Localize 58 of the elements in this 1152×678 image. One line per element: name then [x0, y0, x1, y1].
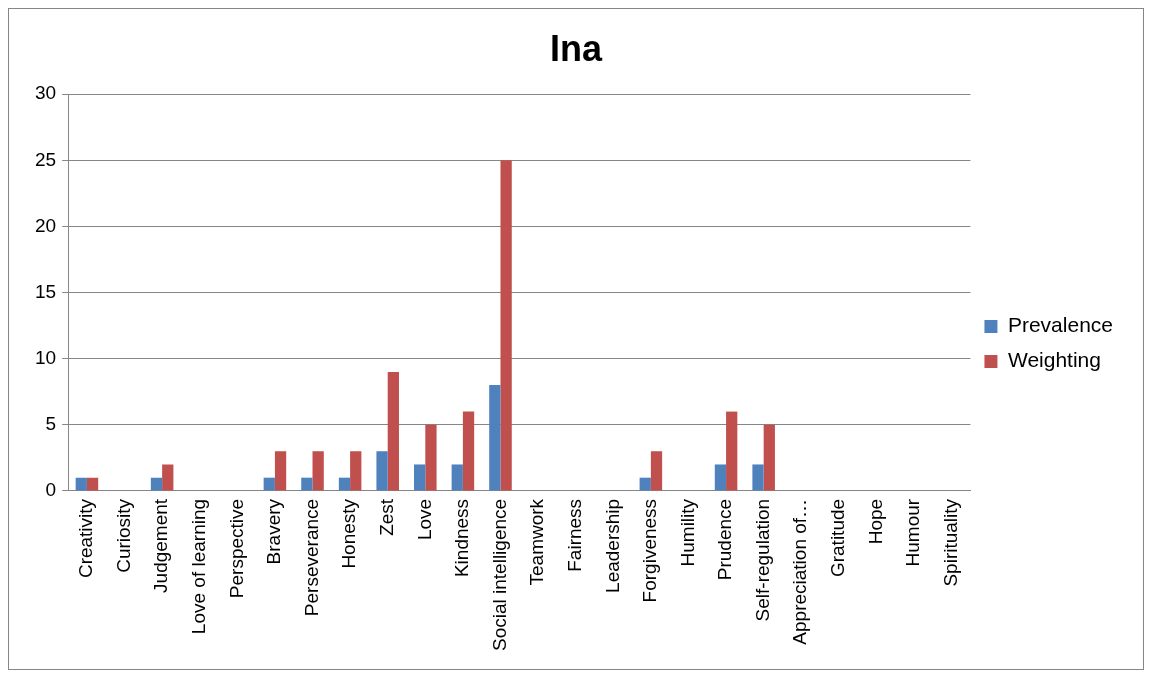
x-tick-label: Appreciation of…: [789, 498, 811, 645]
x-tick-label: Perseverance: [300, 498, 322, 617]
x-tick-label: Humility: [676, 498, 698, 567]
bar: [162, 464, 174, 491]
chart-title: Ina: [549, 27, 603, 69]
x-tick-label: Love of learning: [187, 498, 209, 635]
bar: [462, 411, 475, 491]
x-tick-label: Teamwork: [526, 498, 548, 586]
y-tick-label: 15: [34, 280, 57, 302]
x-tick-label: Humour: [902, 498, 924, 567]
x-tick-label: Creativity: [75, 498, 97, 579]
x-tick-label: Honesty: [338, 498, 360, 569]
bar: [150, 477, 163, 491]
bar: [376, 451, 388, 491]
x-tick-label: Forgiveness: [639, 498, 661, 603]
bar: [500, 160, 512, 491]
bar: [425, 424, 437, 491]
bar: [752, 464, 764, 491]
x-tick-label: Love: [413, 498, 435, 541]
bar: [414, 464, 426, 491]
bar: [726, 411, 738, 491]
bar: [763, 424, 775, 491]
y-tick-label: 5: [45, 413, 57, 435]
y-tick-label: 30: [34, 82, 57, 104]
x-tick-label: Self-regulation: [751, 498, 773, 622]
x-tick-label: Bravery: [263, 498, 285, 565]
y-tick-label: 20: [34, 214, 57, 236]
bar: [639, 477, 651, 491]
bar: [350, 451, 362, 491]
bar: [650, 451, 663, 491]
bar: [86, 477, 99, 491]
x-tick-label: Gratitude: [827, 498, 849, 578]
x-tick-label: Prudence: [714, 498, 736, 581]
y-tick-label: 25: [34, 148, 57, 170]
bar: [451, 464, 463, 491]
bar: [714, 464, 727, 491]
bar: [263, 477, 275, 491]
x-tick-label: Leadership: [601, 498, 623, 593]
bar: [75, 477, 87, 491]
legend-label: Weighting: [1007, 348, 1101, 372]
x-tick-label: Zest: [375, 498, 397, 536]
bar: [338, 477, 351, 491]
bar: [301, 477, 313, 491]
bar: [312, 451, 324, 491]
y-tick-label: 10: [34, 346, 57, 368]
x-tick-label: Perspective: [225, 498, 247, 599]
x-tick-label: Curiosity: [112, 498, 134, 573]
x-tick-label: Judgement: [150, 498, 172, 593]
x-tick-label: Kindness: [451, 498, 473, 578]
bar: [489, 385, 501, 491]
x-tick-label: Fairness: [563, 498, 585, 572]
x-tick-label: Spirituality: [939, 498, 961, 587]
bar: [274, 451, 287, 491]
bar: [387, 371, 399, 491]
x-tick-label: Hope: [864, 498, 886, 545]
x-tick-label: Social intelligence: [488, 498, 510, 651]
y-tick-label: 0: [45, 479, 57, 501]
legend-label: Prevalence: [1007, 313, 1113, 337]
